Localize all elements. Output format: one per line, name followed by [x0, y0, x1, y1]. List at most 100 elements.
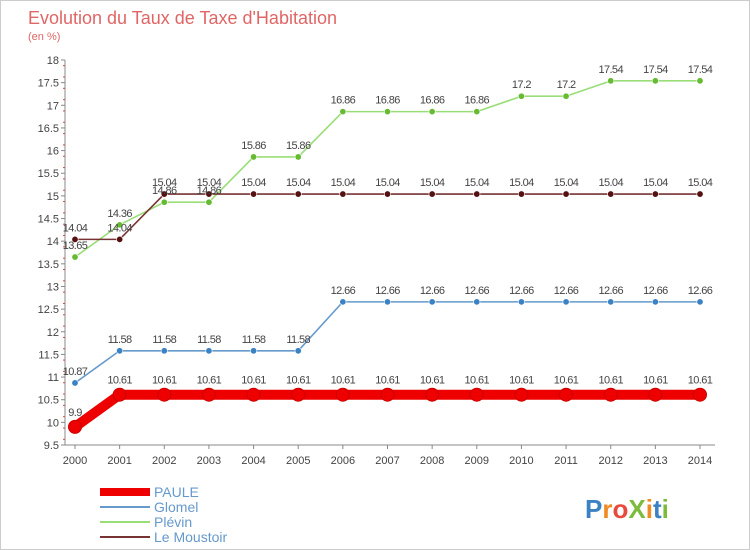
data-label-paule: 10.61 [643, 375, 668, 387]
data-point-glomel [294, 347, 302, 355]
data-label-pl-vin: 16.86 [331, 95, 356, 107]
data-point-glomel [383, 298, 391, 306]
data-label-glomel: 11.58 [197, 334, 221, 346]
data-point-pl-vin [383, 108, 391, 116]
data-label-paule: 10.61 [554, 375, 579, 387]
data-point-le-moustoir [517, 190, 525, 198]
data-label-paule: 10.61 [331, 375, 356, 387]
legend-label-glomel: Glomel [154, 499, 198, 515]
data-point-pl-vin [607, 77, 615, 85]
axes: 9.5 10 10.5 11 11.5 12 12.5 13 13.5 14 14.5 15 15.5 1… [38, 55, 715, 467]
y-tick-label: 16 [47, 146, 59, 158]
data-label-pl-vin: 13.65 [63, 240, 88, 252]
data-label-le-moustoir: 14.04 [63, 222, 88, 234]
data-label-pl-vin: 14.86 [152, 185, 177, 197]
data-point-pl-vin [116, 221, 124, 229]
x-tick-label: 2005 [286, 455, 310, 467]
x-tick-label: 2001 [107, 455, 131, 467]
data-point-le-moustoir [71, 235, 79, 243]
data-point-pl-vin [160, 198, 168, 206]
data-label-paule: 10.61 [465, 375, 490, 387]
data-label-le-moustoir: 15.04 [420, 177, 445, 189]
data-label-paule: 10.61 [107, 375, 132, 387]
data-point-glomel [250, 347, 258, 355]
x-tick-label: 2007 [375, 455, 399, 467]
x-tick-label: 2010 [509, 455, 533, 467]
data-label-le-moustoir: 14.04 [107, 222, 132, 234]
x-tick-label: 2006 [331, 455, 355, 467]
data-label-pl-vin: 16.86 [375, 95, 400, 107]
logo-letter: r [602, 494, 612, 524]
data-label-pl-vin: 17.54 [688, 64, 713, 76]
data-label-paule: 10.61 [375, 375, 400, 387]
data-point-paule [559, 387, 574, 402]
x-tick-label: 2012 [598, 455, 622, 467]
data-label-glomel: 11.58 [108, 334, 132, 346]
data-labels: 10.87 11.58 11.58 11.58 11.58 11.58 12.66 12.66… [63, 64, 714, 419]
y-tick-label: 17.5 [38, 78, 59, 90]
data-point-le-moustoir [473, 190, 481, 198]
data-label-glomel: 12.66 [331, 285, 356, 297]
data-point-glomel [339, 298, 347, 306]
data-label-paule: 10.61 [286, 375, 311, 387]
data-point-pl-vin [205, 198, 213, 206]
data-label-le-moustoir: 15.04 [286, 177, 311, 189]
data-point-paule [68, 419, 82, 434]
logo-letter: i [662, 494, 669, 524]
data-label-le-moustoir: 15.04 [241, 177, 266, 189]
data-point-le-moustoir [651, 190, 659, 198]
data-point-paule [112, 387, 127, 402]
data-label-paule: 10.61 [688, 375, 713, 387]
data-label-le-moustoir: 15.04 [197, 177, 222, 189]
data-point-pl-vin [473, 108, 481, 116]
data-point-le-moustoir [696, 190, 704, 198]
logo-letter: t [653, 494, 662, 524]
data-point-glomel [696, 298, 704, 306]
y-tick-label: 13 [47, 281, 59, 293]
data-label-le-moustoir: 15.04 [598, 177, 623, 189]
y-tick-label: 15 [47, 191, 59, 203]
logo-letter: i [646, 494, 653, 524]
data-label-glomel: 12.66 [554, 285, 579, 297]
data-label-pl-vin: 16.86 [420, 95, 445, 107]
data-label-le-moustoir: 15.04 [688, 177, 713, 189]
data-label-glomel: 10.87 [63, 366, 88, 378]
data-label-le-moustoir: 15.04 [509, 177, 534, 189]
data-label-pl-vin: 15.86 [241, 140, 266, 152]
data-point-le-moustoir [428, 190, 436, 198]
x-tick-label: 2013 [643, 455, 667, 467]
data-label-pl-vin: 15.86 [286, 140, 311, 152]
data-point-glomel [651, 298, 659, 306]
data-point-le-moustoir [339, 190, 347, 198]
logo-letter: o [612, 494, 628, 524]
data-label-glomel: 12.66 [509, 285, 534, 297]
data-point-le-moustoir [250, 190, 258, 198]
data-point-pl-vin [651, 77, 659, 85]
data-label-paule: 10.61 [420, 375, 445, 387]
data-label-glomel: 12.66 [375, 285, 400, 297]
data-point-le-moustoir [562, 190, 570, 198]
data-point-paule [469, 387, 484, 402]
data-label-le-moustoir: 15.04 [465, 177, 490, 189]
x-tick-label: 2003 [197, 455, 221, 467]
data-label-glomel: 12.66 [643, 285, 668, 297]
logo-text: ProXiti [585, 494, 669, 524]
data-point-glomel [116, 347, 124, 355]
chart-subtitle: (en %) [28, 31, 60, 43]
chart-title: Evolution du Taux de Taxe d'Habitation [28, 8, 337, 28]
legend-label-paule: PAULE [154, 484, 199, 500]
data-point-le-moustoir [607, 190, 615, 198]
series-group [68, 77, 707, 434]
y-tick-label: 18 [47, 55, 59, 67]
data-label-glomel: 11.58 [152, 334, 176, 346]
y-tick-label: 9.5 [44, 440, 59, 452]
data-label-glomel: 12.66 [688, 285, 713, 297]
y-tick-label: 10 [47, 417, 59, 429]
data-point-pl-vin [428, 108, 436, 116]
x-tick-label: 2011 [554, 455, 578, 467]
data-point-paule [380, 387, 395, 402]
data-label-pl-vin: 17.54 [598, 64, 623, 76]
y-tick-label: 10.5 [38, 395, 59, 407]
